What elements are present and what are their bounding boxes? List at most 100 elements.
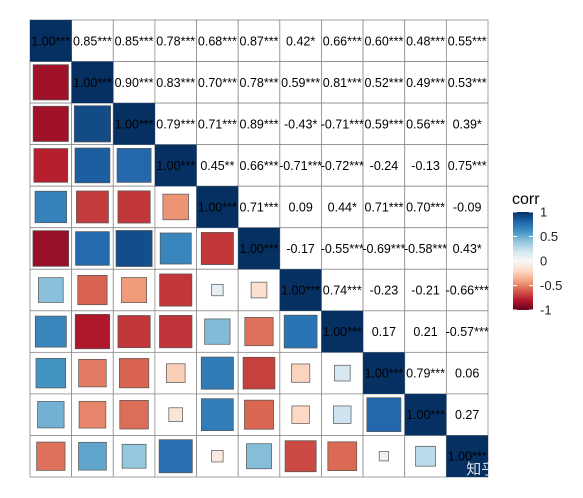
coefficient-label: 1.00***	[364, 367, 403, 381]
correlation-square	[333, 405, 352, 424]
coefficient-label: 1.00***	[156, 159, 195, 173]
coefficient-label: 0.90***	[115, 76, 154, 90]
coefficient-label: 0.44*	[328, 200, 357, 214]
grid-cell	[196, 61, 239, 104]
coefficient-label: 0.66***	[323, 34, 362, 48]
coefficient-label: 0.42*	[286, 34, 315, 48]
correlation-square	[284, 440, 317, 473]
correlation-square	[38, 277, 64, 303]
diagonal-square	[446, 435, 488, 477]
grid-cell	[237, 185, 281, 229]
coefficient-label: 0.21	[413, 325, 437, 339]
correlation-square	[78, 400, 107, 429]
coefficient-label: 0.27	[455, 408, 479, 422]
grid-cell	[237, 61, 281, 104]
coefficient-label: -0.69***	[362, 242, 405, 256]
coefficient-label: 0.70***	[406, 200, 445, 214]
coefficient-label: 0.79***	[406, 367, 445, 381]
grid-cell	[445, 102, 489, 146]
coefficient-label: -0.72***	[321, 159, 364, 173]
coefficient-label: -0.58***	[404, 242, 447, 256]
grid-cell	[362, 268, 406, 312]
grid-cell	[321, 19, 364, 62]
correlation-square	[415, 445, 436, 467]
diagonal-square	[196, 186, 239, 228]
coefficient-label: 0.78***	[240, 76, 279, 90]
coefficient-label: 0.39*	[453, 117, 482, 131]
correlation-square	[168, 407, 183, 422]
correlation-square	[34, 190, 67, 224]
legend-tick-label: -1	[540, 303, 552, 318]
coefficient-label: 0.79***	[156, 117, 195, 131]
coefficient-label: 1.00***	[115, 117, 154, 131]
correlation-square	[159, 232, 192, 265]
correlation-square	[246, 443, 272, 470]
correlation-square	[121, 277, 148, 303]
grid-cell	[445, 61, 489, 104]
correlation-square	[76, 190, 109, 224]
coefficient-label: 0.85***	[115, 34, 154, 48]
legend-title: corr	[512, 191, 540, 208]
correlation-square	[211, 450, 224, 463]
diagonal-square	[279, 269, 322, 311]
grid-cell	[362, 185, 406, 229]
heatmap-cells	[29, 19, 489, 478]
correlation-square	[291, 363, 311, 383]
coefficient-label: 0.60***	[364, 34, 403, 48]
coefficient-label: 0.52***	[364, 76, 403, 90]
correlation-square	[74, 147, 111, 184]
correlation-square	[36, 441, 66, 471]
correlation-square	[33, 148, 69, 183]
correlation-square	[162, 193, 189, 221]
coefficient-label: 1.00***	[240, 242, 279, 256]
diagonal-square	[30, 20, 72, 62]
grid-cell	[445, 393, 489, 436]
coefficient-label: 0.55***	[448, 34, 487, 48]
correlation-square	[211, 283, 224, 297]
correlation-square	[32, 105, 69, 142]
correlation-square	[35, 357, 67, 389]
grid-cell	[321, 61, 364, 104]
grid-cell	[362, 227, 406, 270]
coefficient-label: 0.71***	[364, 200, 403, 214]
diagonal-square	[71, 61, 114, 104]
correlation-square	[327, 441, 358, 472]
watermark-text: 知乎 @生信小体	[466, 460, 576, 478]
legend-tick-label: -0.5	[540, 278, 562, 293]
coefficient-label: -0.57***	[446, 325, 489, 339]
diagonal-square	[238, 227, 280, 270]
coefficient-label: -0.13	[411, 159, 440, 173]
correlation-square	[34, 315, 67, 348]
coefficient-label: 1.00***	[31, 34, 70, 48]
diagonal-square	[321, 310, 364, 353]
coefficient-label: -0.71***	[321, 117, 364, 131]
grid-cell	[196, 102, 239, 146]
diagonal-square	[363, 352, 405, 394]
grid-cell	[321, 268, 364, 312]
correlation-square	[242, 356, 276, 390]
coefficient-label: 0.09	[288, 200, 312, 214]
grid-cell	[279, 102, 322, 146]
coefficient-label: 0.17	[372, 325, 396, 339]
correlation-square	[366, 397, 402, 433]
coefficient-label: -0.24	[370, 159, 399, 173]
coefficient-label: 0.48***	[406, 34, 445, 48]
correlation-square	[119, 400, 149, 430]
coefficient-label: 0.06	[455, 367, 479, 381]
grid-cell	[112, 61, 156, 104]
correlation-square	[291, 405, 310, 424]
grid-cell	[404, 144, 447, 187]
coefficient-label: -0.17	[286, 242, 315, 256]
legend-tick-label: 0	[540, 254, 547, 269]
correlation-square	[74, 314, 111, 350]
coefficient-label: -0.66***	[446, 284, 489, 298]
correlation-square	[334, 364, 351, 382]
legend-colorbar	[513, 212, 533, 310]
grid-cell	[445, 19, 489, 62]
grid-cell	[445, 185, 489, 229]
coefficient-label: 0.89***	[240, 117, 279, 131]
diagonal-square	[404, 393, 447, 436]
correlation-square	[159, 315, 193, 349]
coefficient-label: -0.55***	[321, 242, 364, 256]
